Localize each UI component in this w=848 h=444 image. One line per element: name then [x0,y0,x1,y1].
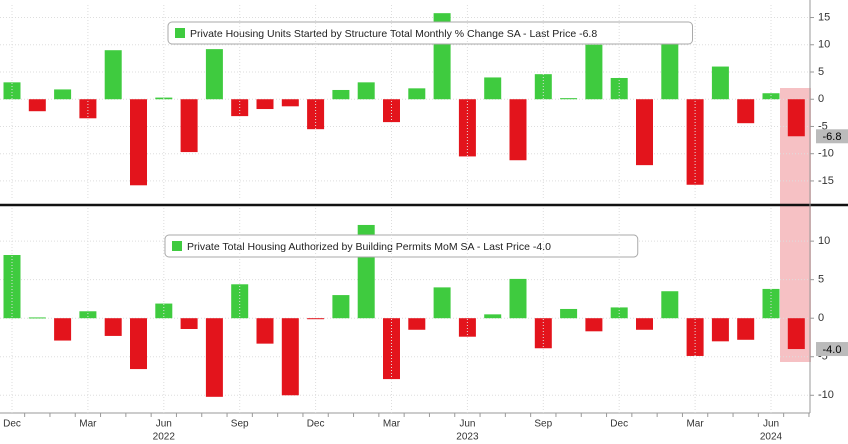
bar [484,77,502,100]
y-tick-label: -10 [818,148,834,160]
x-tick-label: Mar [686,419,704,430]
x-tick-label: Dec [3,419,21,430]
y-tick-label: 0 [818,312,824,324]
bar [281,318,299,396]
bar [332,295,350,319]
y-tick-label: 15 [818,11,830,23]
bar [28,317,46,319]
bar [560,98,578,100]
bar [787,99,805,137]
bar [686,99,704,185]
x-tick-label: Sep [231,419,249,430]
y-tick-label: -15 [818,175,834,187]
bar [28,99,46,112]
bar [509,99,527,161]
x-tick-label: Sep [534,419,552,430]
bar [610,77,628,100]
bar [307,318,325,320]
x-tick-label: Jun [156,419,172,430]
bar [737,99,755,124]
last-price-label: -6.8 [823,131,842,143]
bar [711,318,729,342]
legend-box [167,21,693,45]
legend-swatch [175,28,185,38]
y-tick-label: 5 [818,66,824,78]
bar [54,89,72,100]
legend-label: Private Housing Units Started by Structu… [190,28,597,40]
bar [585,44,603,100]
bar [357,82,375,100]
y-tick-label: 10 [818,235,830,247]
bar [205,318,223,397]
bar [332,89,350,100]
bar [281,99,299,107]
bar [130,99,147,186]
bar [54,318,72,341]
bar [661,291,679,319]
y-tick-label: -10 [818,389,834,401]
bar [180,99,198,153]
year-label: 2023 [456,432,479,443]
bar [534,318,552,349]
x-tick-label: Dec [307,419,325,430]
bar [636,99,653,166]
bar [787,318,805,350]
y-tick-label: -5 [818,120,828,132]
bar [711,66,729,100]
last-price-label: -4.0 [823,344,842,356]
bar [408,318,426,330]
legend-label: Private Total Housing Authorized by Buil… [187,241,551,253]
bar [3,82,21,100]
y-tick-label: 5 [818,274,824,286]
bar [458,99,476,157]
bar [383,318,400,380]
bar [661,32,679,100]
bar [636,318,653,330]
last-price-tag [816,129,848,144]
bar [762,288,780,319]
bar [610,307,628,319]
y-tick-label: 0 [818,93,824,105]
x-tick-label: Dec [610,419,628,430]
bar [737,318,755,340]
year-label: 2022 [153,432,176,443]
bar [205,49,223,100]
y-tick-label: 10 [818,39,830,51]
year-label: 2024 [760,432,783,443]
x-tick-label: Mar [79,419,97,430]
bar [585,318,603,332]
bar [560,308,578,319]
x-tick-label: Mar [383,419,401,430]
legend-box [164,234,639,258]
bar [104,50,122,100]
legend-swatch [172,241,182,251]
bar [408,88,426,100]
bar [79,311,97,319]
x-tick-label: Jun [459,419,475,430]
y-tick-label: -5 [818,351,828,363]
bar [307,99,325,130]
bar [256,318,274,344]
bar [433,287,451,319]
bar [509,278,527,319]
bar [180,318,198,329]
last-price-tag [816,342,848,357]
bar [104,318,122,336]
bar [762,93,780,100]
bar [484,314,502,319]
bar [458,318,476,337]
bar [256,99,274,110]
bar [130,318,147,370]
x-tick-label: Jun [763,419,779,430]
bar [79,99,97,119]
